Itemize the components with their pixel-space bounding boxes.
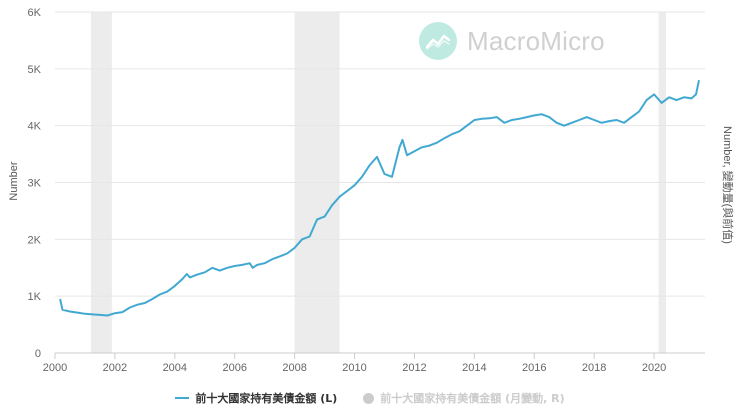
x-tick-label: 2012 [402, 362, 426, 374]
x-tick-label: 2010 [342, 362, 366, 374]
legend-item-main-series[interactable]: 前十大國家持有美債金額 (L) [175, 390, 337, 406]
x-tick-label: 2004 [163, 362, 187, 374]
x-tick-label: 2018 [582, 362, 606, 374]
x-tick-label: 2008 [282, 362, 306, 374]
x-tick-label: 2020 [642, 362, 666, 374]
x-tick-label: 2006 [222, 362, 246, 374]
watermark: MacroMicro [419, 22, 605, 60]
x-axis: 2000 2002 2004 2006 2008 2010 2012 2014 2016 2018… [43, 352, 705, 374]
y2-axis-title: Number, 變動量(與前值) [721, 126, 735, 244]
y-tick-label: 5K [28, 64, 42, 76]
legend-line-swatch [175, 397, 190, 399]
x-tick-label: 2014 [462, 362, 486, 374]
x-tick-label: 2016 [522, 362, 546, 374]
legend: 前十大國家持有美債金額 (L) 前十大國家持有美債金額 (月變動, R) [0, 388, 740, 408]
watermark-text: MacroMicro [467, 25, 605, 56]
y-tick-label: 4K [28, 121, 42, 133]
y-axis: 0 1K 2K 3K 4K 5K 6K [28, 7, 42, 360]
y-tick-label: 1K [28, 291, 42, 303]
legend-label: 前十大國家持有美債金額 (月變動, R) [380, 392, 565, 405]
x-tick-label: 2000 [43, 362, 67, 374]
y-tick-label: 6K [28, 7, 42, 19]
y-tick-label: 2K [28, 234, 42, 246]
legend-label: 前十大國家持有美債金額 (L) [195, 392, 338, 405]
chart-line-icon [419, 22, 457, 60]
legend-dot-swatch [363, 392, 375, 404]
legend-item-change-series[interactable]: 前十大國家持有美債金額 (月變動, R) [363, 390, 565, 406]
x-tick-label: 2002 [103, 362, 127, 374]
series-layer [59, 79, 700, 317]
gridlines [55, 11, 705, 354]
y-tick-label: 0 [35, 348, 41, 360]
line-chart: 2000 2002 2004 2006 2008 2010 2012 2014 2016 2018… [8, 7, 735, 374]
y-tick-label: 3K [28, 178, 42, 190]
series-line-0[interactable] [59, 79, 700, 317]
y-axis-title: Number [8, 161, 20, 200]
